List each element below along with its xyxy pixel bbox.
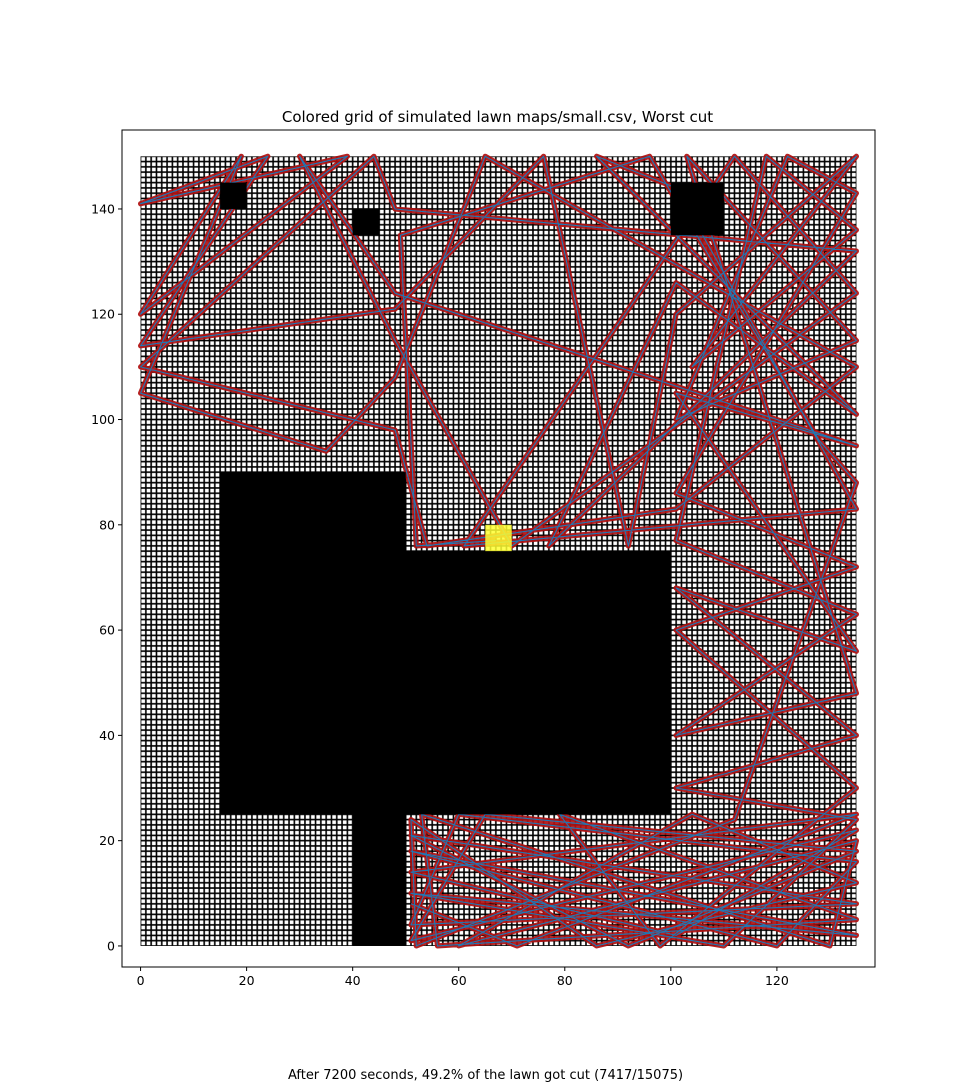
y-axis: 0 20 40 60 80 100 120 140 bbox=[91, 201, 122, 953]
x-tick-label: 40 bbox=[345, 973, 361, 988]
base-station bbox=[485, 524, 512, 552]
y-tick-label: 0 bbox=[107, 938, 115, 953]
x-tick-label: 60 bbox=[451, 973, 467, 988]
y-tick-label: 140 bbox=[91, 201, 115, 216]
obstacle-6 bbox=[352, 208, 380, 236]
x-axis: 0 20 40 60 80 100 120 bbox=[137, 967, 789, 988]
figure-caption: After 7200 seconds, 49.2% of the lawn go… bbox=[288, 1068, 683, 1083]
y-tick-label: 60 bbox=[99, 623, 115, 638]
x-tick-label: 120 bbox=[765, 973, 789, 988]
y-tick-label: 100 bbox=[91, 412, 115, 427]
plot-frame bbox=[121, 129, 876, 968]
y-tick-label: 20 bbox=[99, 833, 115, 848]
x-tick-label: 100 bbox=[659, 973, 683, 988]
y-tick-label: 80 bbox=[99, 517, 115, 532]
chart-title: Colored grid of simulated lawn maps/smal… bbox=[282, 108, 713, 126]
mower-path bbox=[140, 155, 857, 947]
obstacle-5 bbox=[220, 182, 247, 209]
obstacle-2 bbox=[405, 551, 671, 815]
plot-area bbox=[138, 153, 860, 949]
x-tick-label: 80 bbox=[557, 973, 573, 988]
x-tick-label: 0 bbox=[137, 973, 145, 988]
obstacle-1 bbox=[220, 472, 406, 815]
y-tick-label: 40 bbox=[99, 728, 115, 743]
obstacle-3 bbox=[352, 814, 406, 946]
y-tick-label: 120 bbox=[91, 307, 115, 322]
obstacle-4 bbox=[670, 182, 724, 236]
x-tick-label: 20 bbox=[239, 973, 255, 988]
